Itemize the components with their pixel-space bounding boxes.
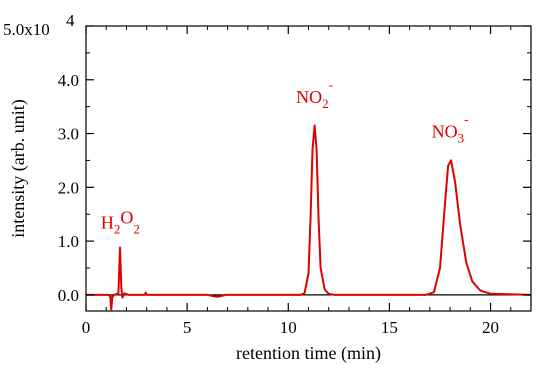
peak-label-part: - [464, 112, 468, 127]
series-line-0 [86, 124, 532, 311]
peak-label: H2O2 [101, 207, 140, 236]
x-axis-label: retention time (min) [236, 343, 381, 364]
peak-label-part: 2 [114, 221, 121, 236]
x-tick-label: 10 [280, 318, 297, 337]
peak-label-part: NO [432, 122, 458, 142]
x-tick-label: 15 [381, 318, 398, 337]
peak-label-part: 2 [133, 221, 140, 236]
y-tick-label-top: 5.0x10 [3, 20, 50, 39]
x-tick-label: 20 [482, 318, 499, 337]
y-tick-exponent: 4 [66, 11, 75, 30]
peak-label-part: 2 [322, 96, 329, 111]
peak-label-part: NO [296, 87, 322, 107]
peak-label-part: O [120, 207, 133, 227]
y-tick-label: 2.0 [58, 178, 79, 197]
peak-label-part: H [101, 212, 114, 232]
y-tick-label: 3.0 [58, 125, 79, 144]
peak-label: NO3 - [432, 112, 469, 146]
peak-label: NO2- [296, 77, 333, 111]
y-tick-label: 4.0 [58, 71, 79, 90]
y-tick-label: 0.0 [58, 286, 79, 305]
x-tick-label: 0 [82, 318, 91, 337]
x-tick-label: 5 [183, 318, 192, 337]
peak-label-part: - [329, 77, 333, 92]
y-axis-label: intensity (arb. unit) [8, 99, 29, 237]
y-tick-label: 1.0 [58, 232, 79, 251]
peak-label-part: 3 [458, 131, 465, 146]
